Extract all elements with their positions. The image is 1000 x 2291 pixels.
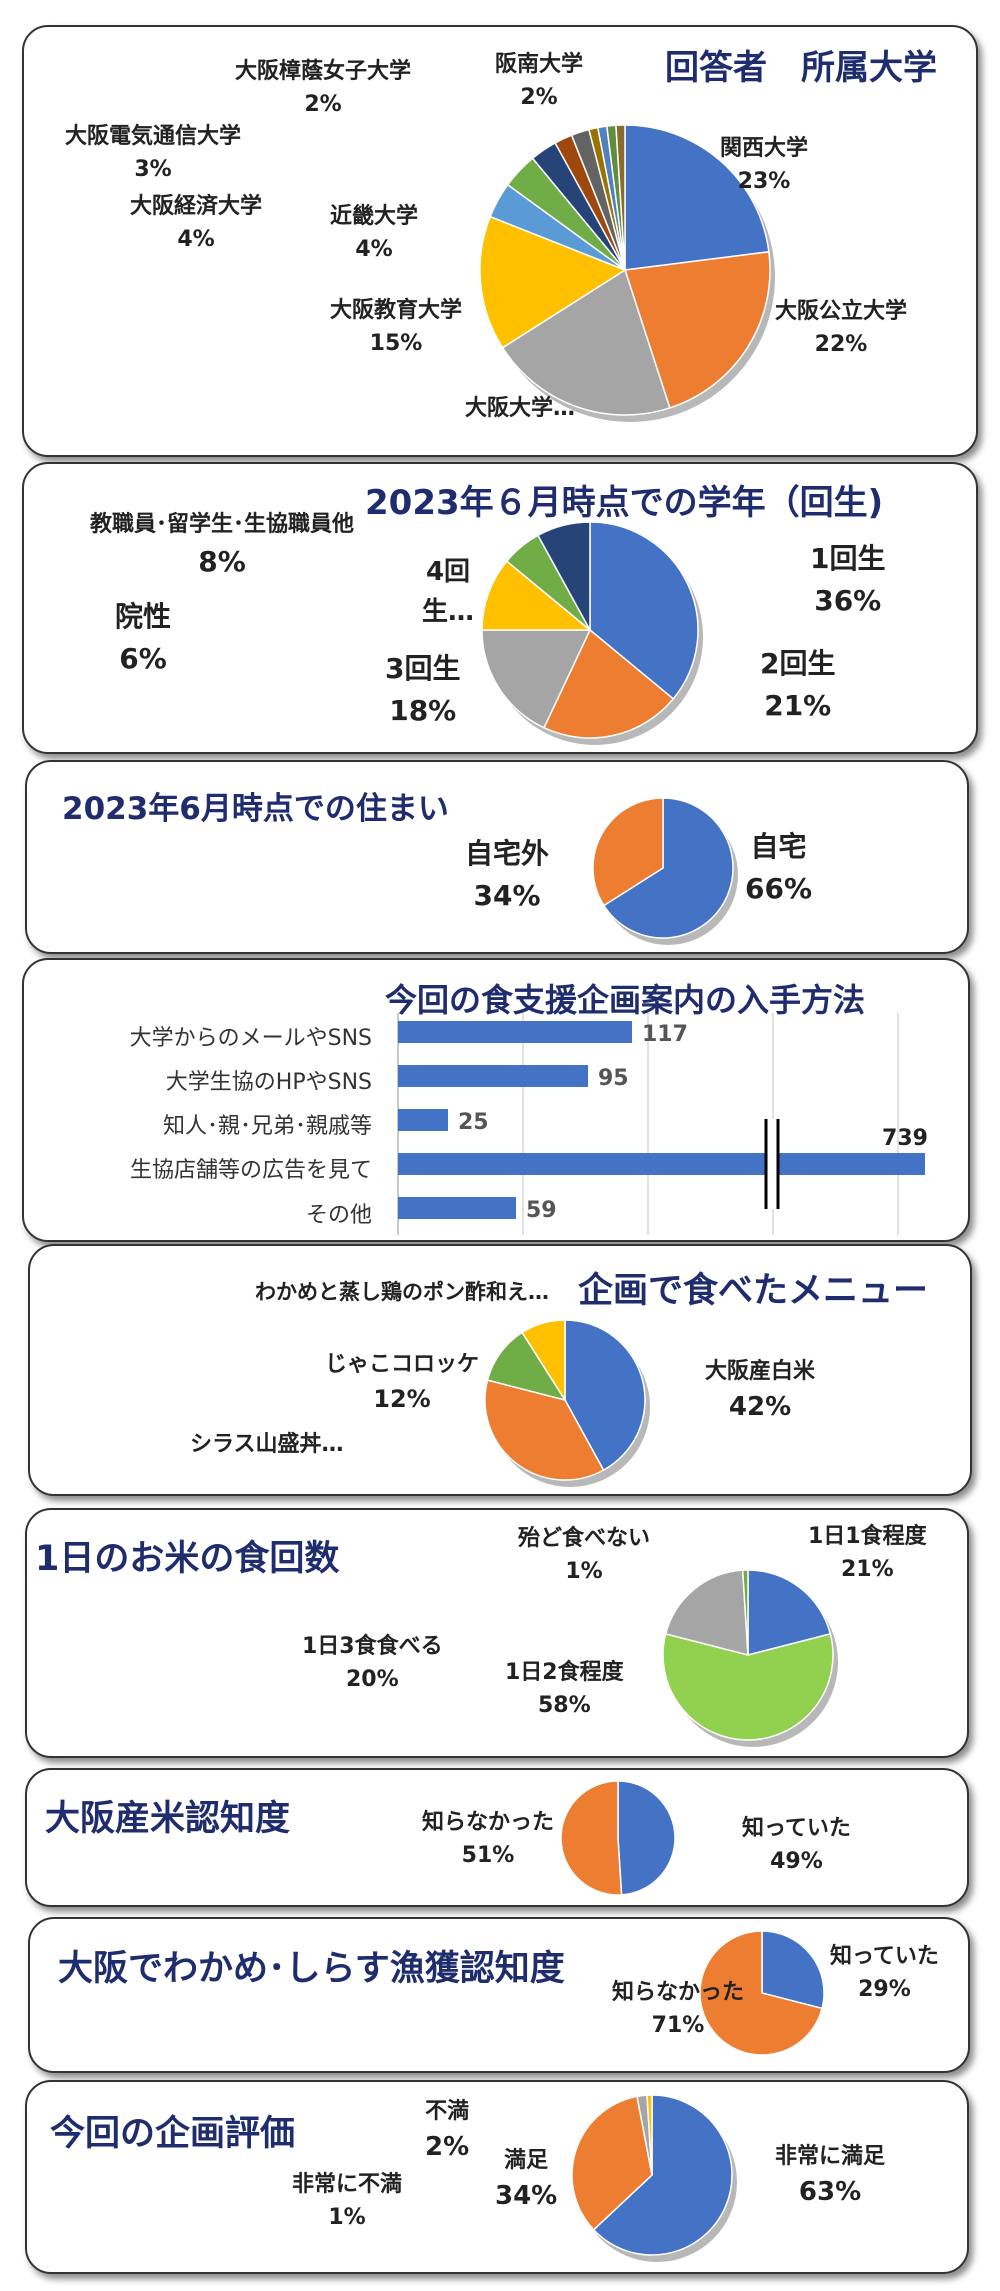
bar-category-4: その他 <box>305 1203 372 1228</box>
bar-value-3: 739 <box>882 1126 928 1151</box>
bar-value-2: 25 <box>458 1110 489 1135</box>
label-two-meals: 1日2食程度 58% <box>505 1660 624 1718</box>
panel-fishery <box>28 1917 970 2073</box>
label-satisfied: 満足 34% <box>495 2148 558 2211</box>
label-grade-1: 1回生 36% <box>810 542 886 617</box>
axis-break-gap <box>766 1119 778 1209</box>
chart-title-university: 回答者 所属大学 <box>665 48 937 88</box>
label-wakame: わかめと蒸し鶏のポン酢和え… <box>255 1280 549 1304</box>
pie-slice-3 <box>521 1319 566 1403</box>
label-knew-rice: 知っていた 49% <box>742 1816 851 1874</box>
label-grade-3: 3回生 18% <box>385 652 461 727</box>
label-shoin: 大阪樟蔭女子大学 2% <box>235 59 412 117</box>
pie-fishery <box>699 1930 825 2056</box>
panel-osaka-rice <box>25 1768 969 1907</box>
pie-slice-12 <box>615 124 626 271</box>
pie-slice-0 <box>624 124 770 271</box>
pie-slice-3 <box>481 560 593 631</box>
pie-slice-0 <box>747 1569 832 1656</box>
pie-slice-0 <box>564 1319 646 1472</box>
pie-slice-0 <box>617 1780 676 1896</box>
label-didnt-know-fishery: 知らなかった 71% <box>612 1980 745 2038</box>
pie-osaka-rice <box>560 1780 676 1896</box>
bar-0 <box>398 1021 632 1043</box>
label-jako: じゃこコロッケ 12% <box>325 1352 480 1413</box>
label-grade-4: 4回生… <box>421 557 474 628</box>
bar-category-2: 知人･親･兄弟･親戚等 <box>162 1114 372 1139</box>
pie-slice-1 <box>543 628 675 739</box>
label-grade-grad: 院性 6% <box>115 600 172 675</box>
pie-slice-1 <box>571 2095 653 2231</box>
bar-1 <box>398 1065 588 1087</box>
label-grade-staff: 教職員･留学生･生協職員他 8% <box>90 512 355 578</box>
bar-value-0: 117 <box>642 1022 688 1047</box>
label-shirasu: シラス山盛丼… <box>190 1432 344 1457</box>
chart-title-source: 今回の食支援企画案内の入手方法 <box>385 981 866 1019</box>
bar-chart-source: 117 95 25 739 59 <box>397 1013 928 1235</box>
label-osaka-kyoiku: 大阪教育大学 15% <box>330 298 463 356</box>
pie-menu <box>484 1319 650 1487</box>
label-didnt-know-rice: 知らなかった 51% <box>422 1810 555 1868</box>
bar-category-3: 生協店舗等の広告を見て <box>129 1158 372 1183</box>
label-kansai: 関西大学 23% <box>720 136 809 194</box>
bar-category-1: 大学生協のHPやSNS <box>165 1070 372 1095</box>
pie-slice-2 <box>486 1331 567 1402</box>
pie-slice-1 <box>624 250 771 409</box>
pie-rice-freq <box>662 1569 838 1747</box>
label-home: 自宅 66% <box>745 830 813 905</box>
chart-title-rice-freq: 1日のお米の食回数 <box>35 1539 340 1579</box>
chart-title-fishery: 大阪でわかめ･しらす漁獲認知度 <box>58 1949 565 1989</box>
label-grade-2: 2回生 21% <box>760 647 836 722</box>
pie-slice-5 <box>536 521 591 631</box>
chart-title-grade: 2023年６月時点での学年（回生) <box>365 483 884 523</box>
pie-slice-1 <box>560 1780 623 1896</box>
label-rarely: 殆ど食べない 1% <box>518 1526 651 1584</box>
label-rice: 大阪産白米 42% <box>705 1359 816 1422</box>
chart-title-evaluation: 今回の企画評価 <box>50 2114 296 2154</box>
label-knew-fishery: 知っていた 29% <box>830 1944 939 2002</box>
label-hannan: 阪南大学 2% <box>495 52 584 110</box>
pie-slice-0 <box>589 521 699 700</box>
bar-3 <box>398 1153 925 1175</box>
pie-slice-3 <box>741 1569 749 1656</box>
pie-slice-0 <box>592 2094 733 2256</box>
label-three-meals: 1日3食食べる 20% <box>302 1634 443 1692</box>
pie-slice-1 <box>484 1379 605 1481</box>
pie-slice-1 <box>699 1930 823 2056</box>
pie-grade <box>481 521 703 745</box>
label-osaka-denki: 大阪電気通信大学 3% <box>65 124 242 182</box>
bar-value-4: 59 <box>526 1198 557 1223</box>
label-osaka-keizai: 大阪経済大学 4% <box>130 194 263 252</box>
bar-2 <box>398 1109 448 1131</box>
pie-slice-3 <box>479 215 627 349</box>
pie-slice-3 <box>646 2094 653 2176</box>
panel-source <box>22 958 970 1242</box>
label-dissatisfied: 不満 2% <box>425 2099 470 2162</box>
pie-evaluation <box>571 2094 737 2262</box>
chart-title-menu: 企画で食べたメニュー <box>578 1271 929 1311</box>
pie-slice-0 <box>761 1930 825 2010</box>
pie-slice-0 <box>602 797 734 939</box>
label-one-meal: 1日1食程度 21% <box>808 1524 927 1582</box>
pie-residence <box>592 797 738 945</box>
chart-title-residence: 2023年6月時点での住まい <box>62 791 449 827</box>
label-very-dissatisfied: 非常に不満 1% <box>292 2172 403 2230</box>
label-osaka-univ: 大阪大学… <box>465 396 576 421</box>
bar-value-1: 95 <box>598 1066 629 1091</box>
bar-category-0: 大学からのメールやSNS <box>129 1026 372 1051</box>
pie-slice-2 <box>664 1569 749 1656</box>
pie-slice-1 <box>662 1632 834 1741</box>
label-away: 自宅外 34% <box>465 837 550 912</box>
label-osaka-public: 大阪公立大学 22% <box>775 299 908 357</box>
bar-4 <box>398 1197 516 1219</box>
panel-evaluation <box>25 2080 969 2274</box>
pie-university <box>479 124 775 422</box>
pie-slice-2 <box>481 629 592 729</box>
pie-slice-2 <box>501 268 671 416</box>
chart-title-osaka-rice: 大阪産米認知度 <box>45 1799 291 1839</box>
pie-slice-1 <box>592 797 664 907</box>
label-kindai: 近畿大学 4% <box>330 204 419 262</box>
label-very-satisfied: 非常に満足 63% <box>775 2144 886 2207</box>
panel-residence <box>25 760 969 954</box>
